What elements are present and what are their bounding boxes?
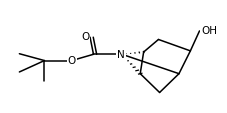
Text: OH: OH — [200, 26, 216, 36]
Text: O: O — [81, 32, 89, 42]
Text: O: O — [67, 55, 76, 65]
Text: N: N — [116, 49, 124, 59]
